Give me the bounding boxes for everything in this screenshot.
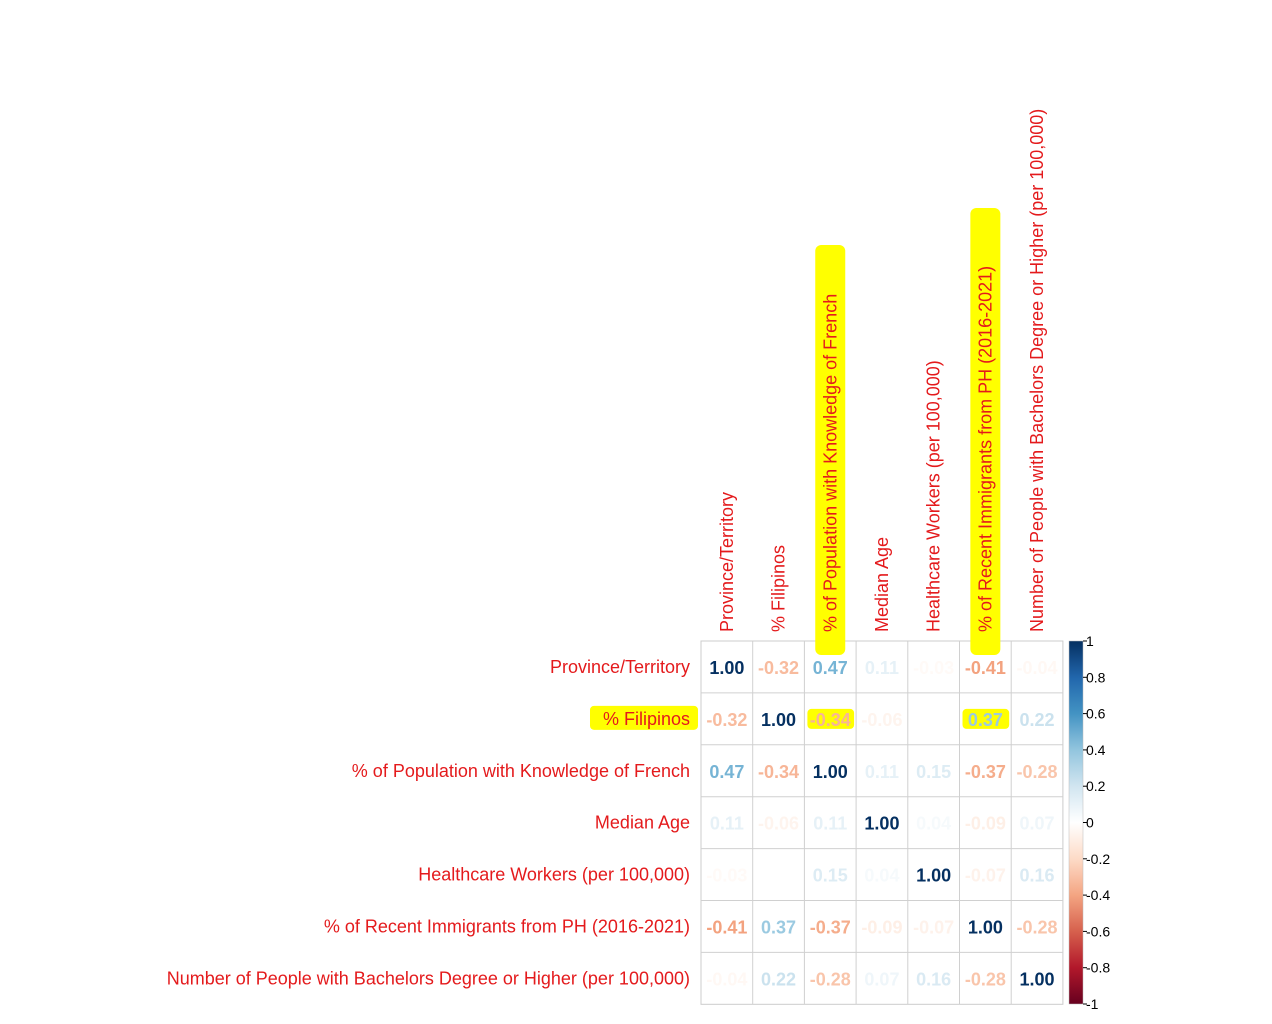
correlation-value: 1.00 [761,710,796,730]
correlation-value: 1.00 [709,658,744,678]
correlation-value: 0.37 [761,917,796,937]
correlation-value: -0.28 [1017,762,1058,782]
column-label: Province/Territory [717,492,737,632]
column-label: Healthcare Workers (per 100,000) [924,360,944,632]
legend-tick-label: -0.2 [1086,851,1110,867]
row-label: Number of People with Bachelors Degree o… [167,968,690,988]
row-label: Province/Territory [550,657,690,677]
correlation-value: 0.47 [709,762,744,782]
column-label: % of Recent Immigrants from PH (2016-202… [975,266,995,632]
legend-tick-label: -0.6 [1086,923,1110,939]
correlation-value: 0.16 [1020,866,1055,886]
row-label: % of Recent Immigrants from PH (2016-202… [324,916,690,936]
correlation-value: -0.04 [706,969,747,989]
correlation-value: -0.06 [861,710,902,730]
correlation-value: -0.04 [1017,658,1058,678]
row-label: % of Population with Knowledge of French [352,761,690,781]
legend-tick-label: -1 [1086,996,1099,1012]
correlation-value: -0.37 [810,917,851,937]
correlation-value: 0.11 [710,814,744,834]
legend-tick-label: 0.2 [1086,778,1106,794]
correlation-value: -0.09 [861,917,902,937]
correlation-value: 1.00 [1020,969,1055,989]
legend-color-bar [1068,640,1084,1005]
row-label: Median Age [595,813,690,833]
highlight-row-label [590,705,698,730]
column-label: Number of People with Bachelors Degree o… [1027,109,1047,632]
correlation-value: 0.07 [864,969,899,989]
correlation-value: -0.32 [758,658,799,678]
highlight-cell [807,708,855,729]
correlation-value: 0.37 [968,710,1003,730]
row-label: % Filipinos [603,709,690,729]
column-label: % Filipinos [769,545,789,632]
correlation-value: 0.22 [761,969,796,989]
correlation-value: -0.41 [706,917,747,937]
correlation-value: 0.11 [865,762,899,782]
column-label: Median Age [872,537,892,632]
correlation-value: 1.00 [916,866,951,886]
correlation-value: -0.07 [965,866,1006,886]
row-label: Healthcare Workers (per 100,000) [418,865,690,885]
correlation-value: 0.15 [916,762,951,782]
highlight-cell [962,708,1010,729]
highlight-column-label [970,208,1001,655]
correlation-value: -0.37 [965,762,1006,782]
correlation-value: -0.28 [965,969,1006,989]
correlation-value: 0.15 [813,866,848,886]
correlation-value: -0.28 [1017,917,1058,937]
correlation-value: 0.11 [865,658,899,678]
matrix-background [700,640,1064,1005]
correlation-value: 1.00 [864,814,899,834]
legend-tick-label: -0.4 [1086,887,1110,903]
correlation-value: 0.22 [1020,710,1055,730]
legend-tick-label: 0.8 [1086,669,1106,685]
correlation-value: 1.00 [813,762,848,782]
correlation-value: -0.28 [810,969,851,989]
correlation-value: 0.11 [813,814,847,834]
highlight-column-label [815,245,846,655]
correlation-value: -0.06 [758,814,799,834]
correlation-value: -0.34 [810,710,851,730]
correlation-value: 0.16 [916,969,951,989]
correlation-value: 0.07 [1020,814,1055,834]
legend-tick-label: 0.4 [1086,742,1106,758]
correlation-value: -0.41 [965,658,1006,678]
correlation-value: 1.00 [968,917,1003,937]
legend-tick-label: 0 [1086,815,1094,831]
correlation-value: -0.32 [706,710,747,730]
column-label: % of Population with Knowledge of French [820,294,840,632]
correlation-value: 0.04 [864,866,899,886]
correlation-value: -0.07 [913,917,954,937]
legend-tick-label: 1 [1086,633,1094,649]
correlation-value: -0.09 [965,814,1006,834]
correlation-value: -0.03 [706,866,747,886]
legend-tick-label: 0.6 [1086,706,1106,722]
correlation-value: -0.03 [913,658,954,678]
legend-tick-label: -0.8 [1086,960,1110,976]
correlation-value: 0.47 [813,658,848,678]
correlation-value: -0.34 [758,762,799,782]
correlation-value: 0.04 [916,814,951,834]
